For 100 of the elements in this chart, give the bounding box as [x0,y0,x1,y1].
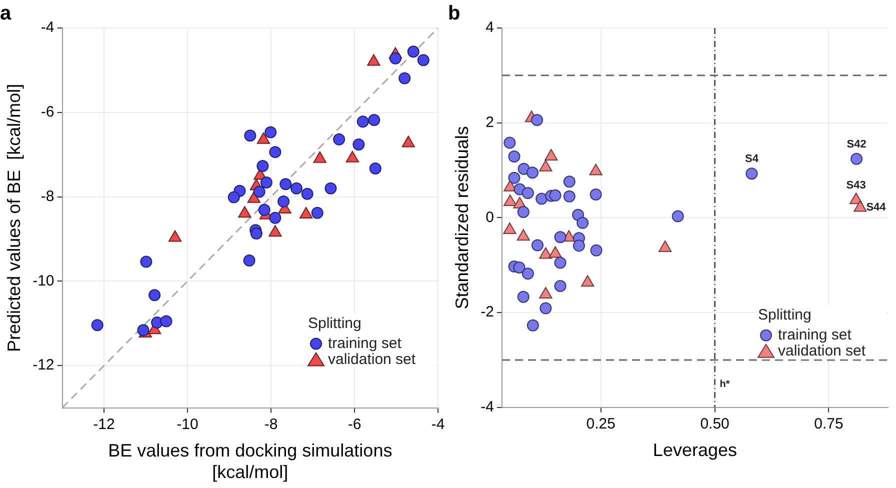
legend-title: Splitting [758,306,812,324]
x-tick-label: 0.75 [814,416,844,433]
point [539,287,552,299]
legend-label: training set [328,334,402,352]
x-tick-label: -6 [348,416,362,433]
x-tick-label: 0.50 [700,416,730,433]
point [148,289,161,302]
point [516,229,530,241]
x-tick-label: -8 [264,416,278,433]
point [517,206,530,218]
y-tick-label: -8 [40,188,54,205]
legend-label: training set [778,326,852,344]
x-tick-label: -10 [176,416,198,433]
point [324,182,337,194]
x-tick-label: -12 [93,416,115,433]
point [140,256,152,268]
point [531,114,544,126]
y-tick-label: -4 [480,398,494,416]
point [369,162,382,175]
point [300,207,313,219]
point [576,216,589,229]
y-axis-title: Predicted values of BE [kcal/mol] [4,84,24,352]
point [503,222,516,234]
x-tick-label: -4 [431,416,445,433]
point [504,136,516,149]
point [526,166,538,179]
point [536,192,548,205]
point [250,228,262,240]
point [253,186,266,198]
point [269,146,282,158]
y-tick-label: -6 [40,104,54,121]
point [301,188,314,200]
point [278,195,290,208]
point [517,290,530,303]
point [228,191,240,204]
point [854,200,867,212]
point [407,46,420,58]
point [290,182,302,194]
point [508,150,520,163]
point [746,168,758,180]
x-axis-title: BE values from docking simulations [kcal/mol] [108,440,392,482]
point [531,239,544,252]
point [554,280,566,292]
point [590,244,602,256]
point [368,114,380,126]
point [548,246,562,258]
legend-title: Splitting [308,314,362,332]
y-tick-label: -4 [40,19,54,36]
point [672,210,684,222]
annotation: S42 [846,138,866,150]
point [589,164,602,176]
point [508,172,520,184]
point [243,254,256,267]
chart-title: b [448,2,460,25]
point [91,319,104,332]
annotation: S44 [866,201,887,214]
point [352,138,365,150]
point [258,204,270,216]
point [554,256,566,269]
point [264,126,277,138]
point [850,152,863,165]
point [658,240,672,252]
y-tick-label: -12 [32,356,54,374]
x-tick-label: 0.25 [586,416,616,433]
point [269,212,282,224]
point [160,315,172,328]
point [522,268,534,280]
chart-title: a [0,2,12,25]
point [398,72,411,84]
legend-label: validation set [328,350,416,368]
annotation: S4 [744,153,760,166]
point [539,247,552,259]
point [389,52,402,64]
point [311,206,324,219]
y-tick-label: -2 [480,304,494,321]
point [522,187,534,200]
y-tick-label: 4 [486,19,494,36]
point [256,160,269,172]
point [244,130,256,142]
point [572,240,585,252]
point [590,188,602,200]
point [260,176,272,188]
point [581,275,594,287]
y-tick-label: -10 [32,272,54,290]
point [563,190,576,202]
y-axis-title: Standardized residuals [452,126,472,310]
point [563,176,576,188]
y-tick-label: 0 [486,208,494,226]
point [549,189,562,202]
point [526,319,539,332]
y-tick-label: 2 [486,114,494,131]
legend-label: validation set [778,342,866,360]
point [540,302,552,314]
point [539,160,552,172]
point [554,231,566,244]
point [333,133,346,146]
point [513,261,526,274]
point [417,54,430,66]
x-axis-title: Leverages [652,440,737,460]
point [356,116,369,128]
